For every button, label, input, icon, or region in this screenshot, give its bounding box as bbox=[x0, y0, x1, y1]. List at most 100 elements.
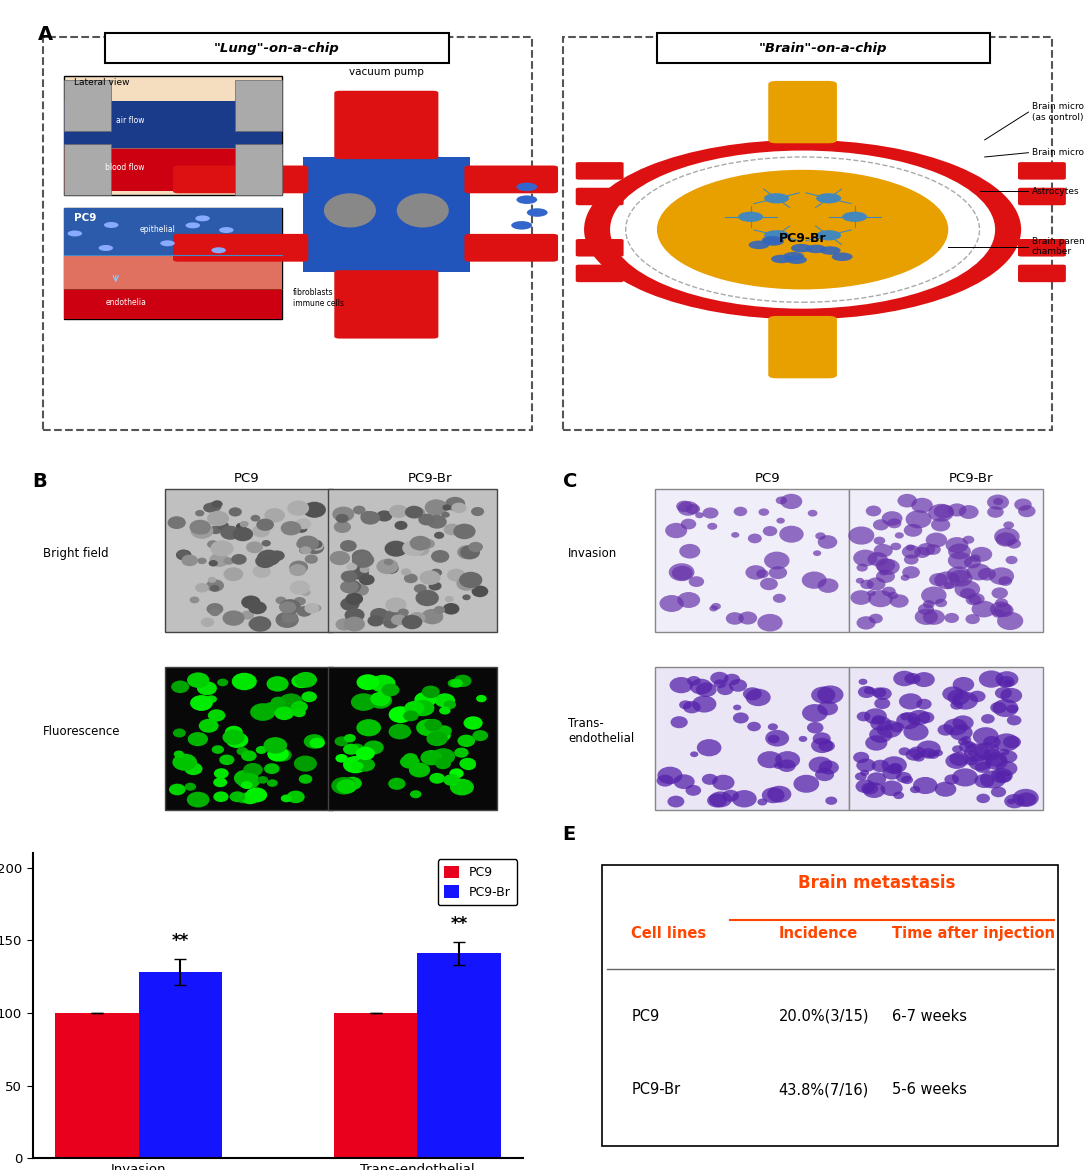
Circle shape bbox=[360, 566, 370, 573]
Circle shape bbox=[855, 578, 864, 584]
Circle shape bbox=[400, 755, 420, 769]
Circle shape bbox=[817, 701, 838, 715]
Circle shape bbox=[980, 771, 1006, 789]
FancyBboxPatch shape bbox=[769, 316, 837, 378]
Circle shape bbox=[527, 208, 547, 216]
Circle shape bbox=[831, 253, 852, 261]
Circle shape bbox=[856, 564, 868, 572]
Circle shape bbox=[274, 707, 294, 720]
Circle shape bbox=[184, 783, 196, 791]
Text: Brain parenchyma
chamber: Brain parenchyma chamber bbox=[1032, 238, 1084, 256]
Circle shape bbox=[383, 563, 399, 574]
Circle shape bbox=[933, 504, 954, 518]
Circle shape bbox=[867, 772, 887, 785]
Circle shape bbox=[942, 687, 964, 701]
Circle shape bbox=[938, 724, 954, 736]
Circle shape bbox=[776, 517, 785, 524]
Circle shape bbox=[441, 511, 450, 517]
Circle shape bbox=[738, 612, 757, 625]
Circle shape bbox=[811, 687, 836, 703]
Circle shape bbox=[776, 496, 787, 504]
Circle shape bbox=[443, 701, 456, 709]
Circle shape bbox=[237, 796, 249, 804]
Circle shape bbox=[99, 245, 113, 250]
Circle shape bbox=[345, 617, 354, 622]
Circle shape bbox=[902, 566, 920, 578]
Circle shape bbox=[685, 504, 700, 514]
Circle shape bbox=[786, 255, 806, 264]
Circle shape bbox=[425, 500, 448, 516]
Circle shape bbox=[330, 551, 350, 565]
Circle shape bbox=[971, 546, 992, 562]
Circle shape bbox=[340, 541, 357, 552]
Circle shape bbox=[384, 559, 393, 565]
Circle shape bbox=[988, 507, 1004, 518]
Circle shape bbox=[921, 586, 946, 604]
Circle shape bbox=[214, 778, 228, 787]
Circle shape bbox=[709, 606, 718, 612]
Circle shape bbox=[168, 516, 185, 529]
Circle shape bbox=[764, 551, 789, 570]
Circle shape bbox=[340, 580, 359, 593]
Circle shape bbox=[802, 704, 828, 722]
Circle shape bbox=[198, 718, 219, 732]
Circle shape bbox=[217, 522, 229, 530]
Circle shape bbox=[950, 724, 972, 741]
FancyBboxPatch shape bbox=[849, 489, 1043, 632]
Circle shape bbox=[896, 713, 920, 729]
Circle shape bbox=[952, 769, 978, 786]
FancyBboxPatch shape bbox=[328, 667, 496, 810]
Circle shape bbox=[868, 614, 882, 624]
Circle shape bbox=[879, 570, 888, 576]
Circle shape bbox=[211, 745, 224, 753]
Circle shape bbox=[764, 193, 789, 204]
Circle shape bbox=[305, 603, 320, 613]
Circle shape bbox=[955, 580, 980, 598]
Circle shape bbox=[894, 532, 904, 538]
FancyBboxPatch shape bbox=[334, 91, 438, 159]
FancyBboxPatch shape bbox=[464, 234, 558, 262]
Circle shape bbox=[211, 501, 222, 508]
Circle shape bbox=[849, 526, 875, 544]
Circle shape bbox=[996, 760, 1018, 776]
Circle shape bbox=[758, 614, 783, 632]
Circle shape bbox=[759, 508, 770, 516]
Circle shape bbox=[242, 596, 260, 610]
Circle shape bbox=[255, 555, 275, 569]
Text: Fluorescence: Fluorescence bbox=[42, 725, 120, 738]
Circle shape bbox=[811, 738, 833, 753]
Circle shape bbox=[1001, 688, 1022, 703]
Circle shape bbox=[267, 676, 288, 691]
Circle shape bbox=[208, 709, 225, 722]
Circle shape bbox=[270, 550, 285, 560]
Circle shape bbox=[929, 573, 947, 586]
FancyBboxPatch shape bbox=[235, 80, 282, 131]
FancyBboxPatch shape bbox=[849, 667, 1043, 810]
Circle shape bbox=[263, 737, 287, 753]
Text: 20.0%(3/15): 20.0%(3/15) bbox=[778, 1009, 869, 1024]
Circle shape bbox=[880, 780, 903, 796]
Circle shape bbox=[241, 792, 259, 804]
Circle shape bbox=[188, 673, 209, 688]
Circle shape bbox=[964, 557, 981, 569]
Circle shape bbox=[901, 574, 909, 580]
FancyBboxPatch shape bbox=[235, 144, 282, 195]
Circle shape bbox=[172, 753, 197, 771]
Circle shape bbox=[889, 763, 902, 772]
Circle shape bbox=[983, 749, 1001, 761]
Circle shape bbox=[195, 510, 205, 516]
Circle shape bbox=[948, 544, 971, 559]
Circle shape bbox=[425, 718, 442, 731]
Circle shape bbox=[747, 722, 761, 731]
Circle shape bbox=[446, 497, 465, 511]
Circle shape bbox=[404, 701, 425, 715]
Circle shape bbox=[817, 686, 843, 704]
Circle shape bbox=[457, 735, 475, 746]
Circle shape bbox=[678, 592, 700, 608]
FancyBboxPatch shape bbox=[464, 165, 558, 193]
Circle shape bbox=[749, 241, 770, 249]
Circle shape bbox=[773, 593, 786, 603]
Circle shape bbox=[336, 514, 349, 523]
Circle shape bbox=[253, 565, 271, 578]
Circle shape bbox=[989, 567, 1015, 585]
